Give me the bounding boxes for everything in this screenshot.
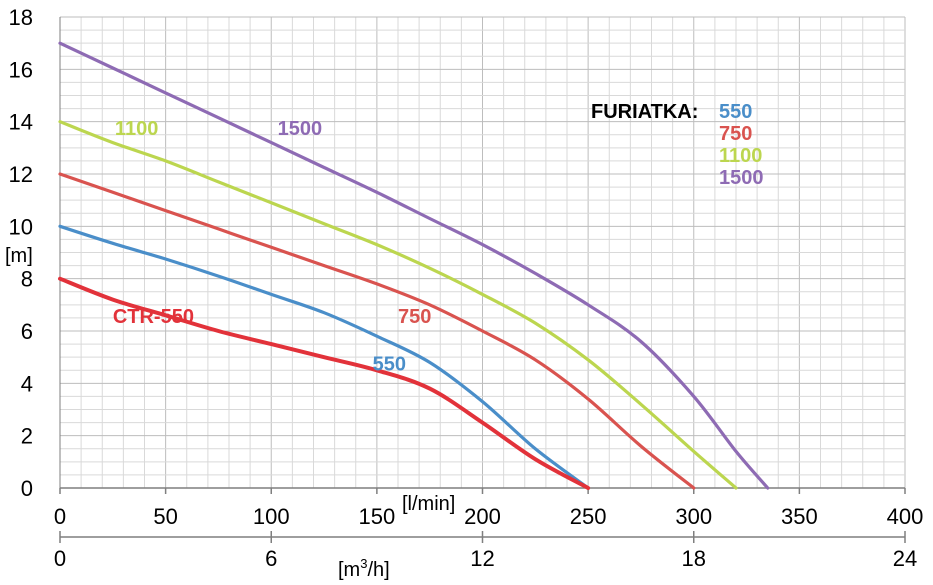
series-line-1100 — [58, 120, 738, 490]
series-line-750 — [58, 172, 696, 490]
series-line-550 — [58, 224, 590, 490]
secondary-x-tick-label: 0 — [54, 546, 66, 571]
y-tick-label: 2 — [21, 424, 33, 449]
x-tick-label: 50 — [153, 504, 177, 529]
series-lines — [58, 41, 770, 490]
series-label-1500: 1500 — [278, 118, 323, 140]
y-tick-label: 12 — [9, 162, 33, 187]
secondary-x-tick-label: 18 — [682, 546, 706, 571]
y-tick-label: 8 — [21, 267, 33, 292]
x-tick-label: 350 — [781, 504, 818, 529]
x-tick-label: 300 — [675, 504, 712, 529]
axes — [59, 17, 906, 543]
legend-entry-1100: 1100 — [719, 145, 762, 167]
secondary-x-tick-label: 6 — [265, 546, 277, 571]
x-tick-label: 100 — [253, 504, 290, 529]
y-tick-label: 0 — [21, 476, 33, 501]
y-axis-title: [m] — [5, 245, 33, 267]
y-tick-label: 18 — [9, 5, 33, 30]
legend-title: FURIATKA: — [591, 101, 698, 123]
series-line-ctr-550 — [58, 276, 591, 490]
series-label-750: 750 — [398, 306, 431, 328]
y-tick-label: 16 — [9, 57, 33, 82]
series-line-1500 — [58, 41, 770, 490]
legend-entry-750: 750 — [719, 123, 752, 145]
series-labels: CTR-550 550 750 1100 1500 — [113, 118, 432, 376]
x-tick-label: 250 — [570, 504, 607, 529]
series-label-ctr-550: CTR-550 — [113, 306, 194, 328]
series-label-1100: 1100 — [115, 118, 158, 140]
x-tick-label: 400 — [887, 504, 924, 529]
legend-entry-550: 550 — [719, 101, 752, 123]
x-tick-label: 150 — [359, 504, 396, 529]
secondary-x-tick-label: 12 — [470, 546, 494, 571]
y-tick-label: 4 — [21, 371, 33, 396]
secondary-x-tick-label: 24 — [893, 546, 917, 571]
x-tick-label: 0 — [54, 504, 66, 529]
legend-entry-1500: 1500 — [719, 167, 764, 189]
secondary-x-axis-title: [m3/h] — [338, 556, 390, 581]
series-label-550: 550 — [373, 353, 406, 375]
y-tick-label: 14 — [9, 110, 33, 135]
y-tick-label: 6 — [21, 319, 33, 344]
x-axis-title: [l/min] — [402, 493, 455, 515]
grid-lines — [59, 16, 906, 489]
y-tick-label: 10 — [9, 214, 33, 239]
x-tick-label: 200 — [464, 504, 501, 529]
